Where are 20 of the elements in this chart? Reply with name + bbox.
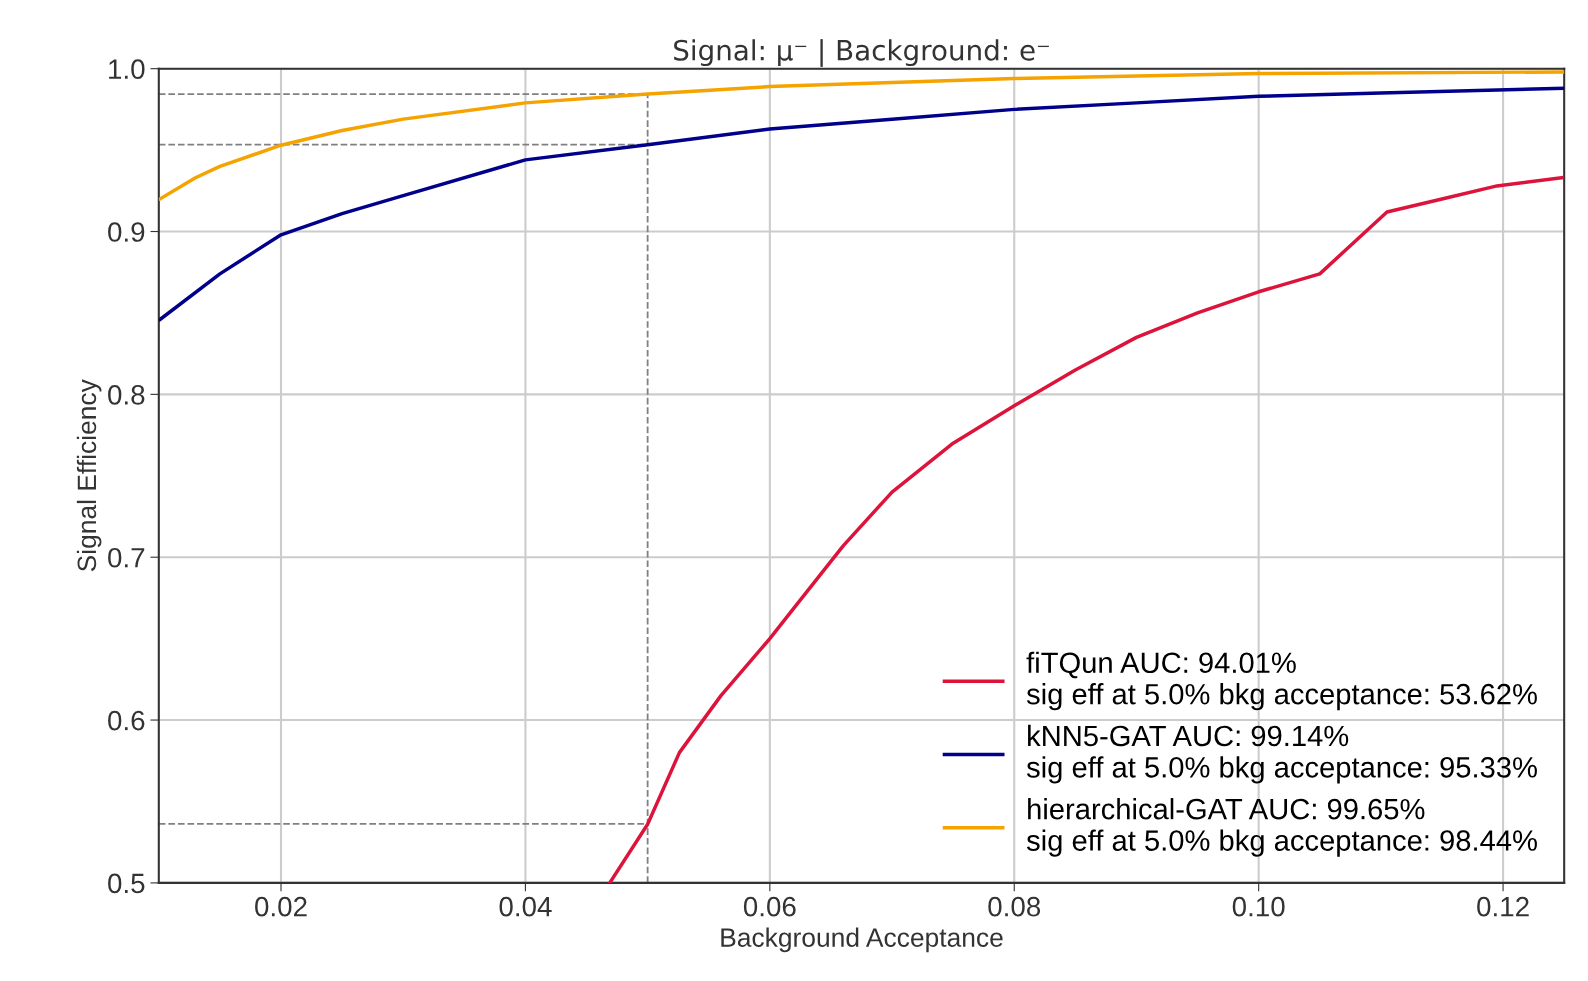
x-tick-label: 0.02 [255, 896, 307, 917]
legend-label: fiTQun AUC: 94.01% sig eff at 5.0% bkg acceptance: 53.62% [1026, 651, 1537, 711]
legend-label: hierarchical-GAT AUC: 99.65% sig eff at 5.0% bkg acceptance: 98.44% [1026, 798, 1537, 857]
line-series [158, 86, 1565, 322]
y-tick-label: 0.8 [108, 385, 145, 405]
y-tick-label: 0.5 [108, 873, 145, 894]
x-tick-label: 0.06 [743, 896, 796, 917]
y-tick-label: 0.7 [108, 547, 145, 568]
y-tick-label: 0.9 [108, 222, 145, 242]
chart-title: Signal: μ⁻ | Background: e⁻ [674, 39, 1049, 67]
x-tick-label: 0.12 [1477, 896, 1529, 917]
x-tick-label: 0.08 [988, 896, 1041, 917]
line-series [608, 176, 1564, 883]
legend-label: kNN5-GAT AUC: 99.14% sig eff at 5.0% bkg acceptance: 95.33% [1026, 724, 1537, 784]
y-tick-label: 1.0 [109, 59, 145, 80]
x-tick-label: 0.10 [1232, 896, 1285, 917]
x-axis-title: Background Acceptance [721, 927, 1003, 953]
y-axis-title: Signal Efficiency [76, 379, 102, 572]
y-tick-label: 0.6 [108, 710, 145, 731]
x-tick-label: 0.04 [499, 896, 552, 917]
